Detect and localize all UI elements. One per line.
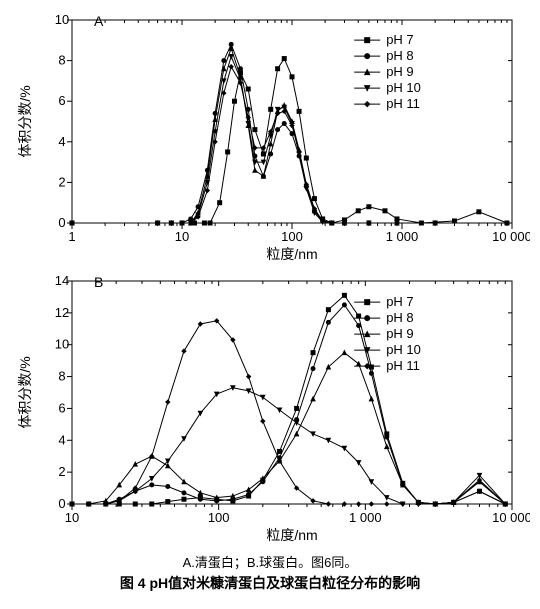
svg-text:10: 10 — [55, 12, 69, 27]
svg-text:2: 2 — [58, 464, 65, 479]
svg-text:pH 9: pH 9 — [386, 326, 413, 341]
svg-text:pH 11: pH 11 — [386, 358, 420, 373]
svg-text:pH 7: pH 7 — [386, 294, 413, 309]
svg-text:4: 4 — [58, 134, 65, 149]
svg-text:pH 8: pH 8 — [386, 310, 413, 325]
svg-text:pH 11: pH 11 — [386, 96, 420, 111]
svg-text:10: 10 — [55, 337, 69, 352]
svg-text:6: 6 — [58, 93, 65, 108]
svg-text:8: 8 — [58, 369, 65, 384]
svg-text:0: 0 — [58, 215, 65, 230]
svg-text:6: 6 — [58, 400, 65, 415]
svg-text:pH 9: pH 9 — [386, 64, 413, 79]
panel-a: 1 10 100 1 000 10 000 0 2 4 6 8 10 粒度/nm 体积分数/% ApH 7… — [10, 10, 530, 265]
caption-main: 图 4 pH值对米糠清蛋白及球蛋白粒径分布的影响 — [10, 573, 530, 593]
svg-text:B: B — [94, 274, 103, 290]
chart-b: 10 100 1 000 10 000 0 2 4 6 8 10 12 14 粒度/nm 体积分数/% Bp… — [10, 271, 530, 546]
svg-text:体积分数/%: 体积分数/% — [17, 356, 33, 428]
svg-text:体积分数/%: 体积分数/% — [17, 85, 33, 157]
svg-text:10: 10 — [175, 229, 189, 244]
svg-text:pH 10: pH 10 — [386, 80, 421, 95]
panel-b: 10 100 1 000 10 000 0 2 4 6 8 10 12 14 粒度/nm 体积分数/% Bp… — [10, 271, 530, 546]
chart-a: 1 10 100 1 000 10 000 0 2 4 6 8 10 粒度/nm 体积分数/% ApH 7… — [10, 10, 530, 265]
svg-text:1 000: 1 000 — [386, 229, 419, 244]
svg-text:粒度/nm: 粒度/nm — [266, 527, 317, 543]
svg-text:10: 10 — [65, 510, 79, 525]
svg-text:1: 1 — [68, 229, 75, 244]
svg-text:pH 7: pH 7 — [386, 32, 413, 47]
svg-text:A: A — [94, 13, 104, 29]
svg-text:pH 10: pH 10 — [386, 342, 421, 357]
svg-text:粒度/nm: 粒度/nm — [266, 246, 317, 262]
svg-text:8: 8 — [58, 53, 65, 68]
figure: 1101001 00010 0000246810粒度/nm体积分数/%ApH 7… — [10, 10, 530, 593]
svg-text:12: 12 — [55, 305, 69, 320]
svg-text:10 000: 10 000 — [492, 510, 530, 525]
svg-text:2: 2 — [58, 174, 65, 189]
svg-text:100: 100 — [281, 229, 303, 244]
svg-text:0: 0 — [58, 496, 65, 511]
svg-text:4: 4 — [58, 432, 65, 447]
svg-text:1 000: 1 000 — [349, 510, 382, 525]
svg-text:10 000: 10 000 — [492, 229, 530, 244]
svg-text:pH 8: pH 8 — [386, 48, 413, 63]
caption-sub: A.清蛋白；B.球蛋白。图6同。 — [10, 552, 530, 571]
svg-text:100: 100 — [208, 510, 230, 525]
svg-text:14: 14 — [55, 273, 69, 288]
